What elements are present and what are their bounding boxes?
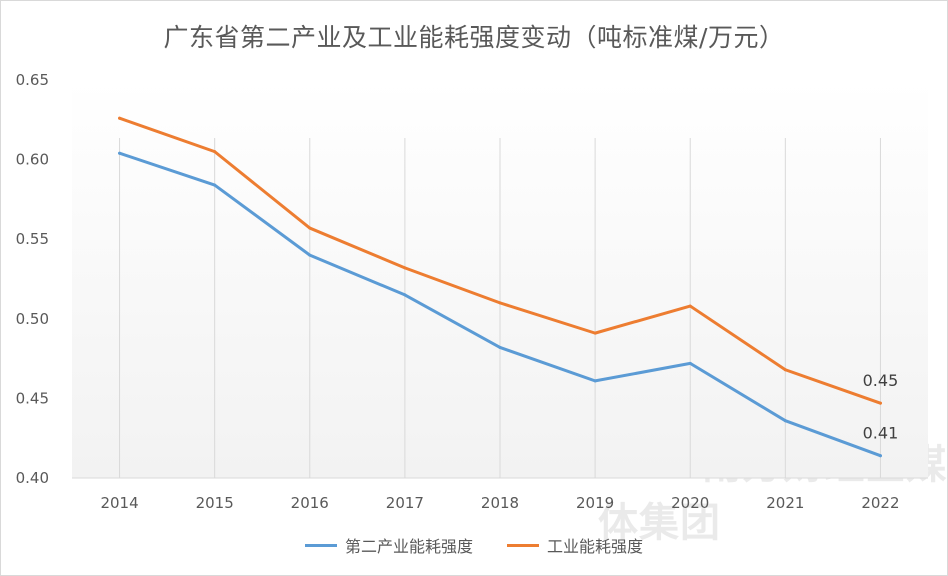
data-point-1-2017 xyxy=(403,266,407,270)
x-tick-label: 2015 xyxy=(196,494,234,512)
data-point-1-2014 xyxy=(118,116,122,120)
legend-item-secondary-industry: 第二产业能耗强度 xyxy=(304,533,473,557)
x-tick-label: 2018 xyxy=(481,494,519,512)
data-label-1: 0.45 xyxy=(863,371,899,390)
legend-swatch-secondary xyxy=(304,543,337,547)
data-point-0-2022 xyxy=(878,454,882,458)
chart-title: 广东省第二产业及工业能耗强度变动（吨标准煤/万元） xyxy=(163,23,785,52)
data-point-0-2021 xyxy=(783,419,787,423)
legend-item-industry: 工业能耗强度 xyxy=(507,533,643,557)
legend-label-secondary: 第二产业能耗强度 xyxy=(344,537,473,556)
legend: 第二产业能耗强度 工业能耗强度 xyxy=(0,533,948,557)
y-tick-label: 0.40 xyxy=(16,469,49,487)
data-point-1-2021 xyxy=(783,368,787,372)
data-point-1-2015 xyxy=(213,150,217,154)
x-tick-label: 2014 xyxy=(100,494,138,512)
y-tick-label: 0.65 xyxy=(16,71,49,89)
data-point-1-2019 xyxy=(593,331,597,335)
x-tick-label: 2021 xyxy=(766,494,804,512)
data-point-0-2020 xyxy=(688,361,692,365)
data-point-1-2016 xyxy=(308,226,312,230)
data-point-1-2022 xyxy=(878,401,882,405)
data-point-1-2018 xyxy=(498,301,502,305)
data-point-0-2015 xyxy=(213,183,217,187)
legend-label-industry: 工业能耗强度 xyxy=(547,537,644,556)
data-label-0: 0.41 xyxy=(863,424,899,443)
x-tick-label: 2016 xyxy=(291,494,329,512)
data-point-0-2019 xyxy=(593,379,597,383)
x-tick-label: 2022 xyxy=(861,494,899,512)
data-point-1-2020 xyxy=(688,304,692,308)
data-point-0-2018 xyxy=(498,345,502,349)
y-tick-label: 0.60 xyxy=(16,151,49,169)
y-tick-label: 0.45 xyxy=(16,389,49,407)
data-point-0-2014 xyxy=(118,151,122,155)
data-point-0-2016 xyxy=(308,253,312,257)
x-tick-label: 2020 xyxy=(671,494,709,512)
legend-swatch-industry xyxy=(507,543,539,547)
data-point-0-2017 xyxy=(403,293,407,297)
x-tick-label: 2019 xyxy=(576,494,614,512)
x-tick-label: 2017 xyxy=(386,494,424,512)
y-tick-label: 0.50 xyxy=(16,310,49,328)
y-tick-label: 0.55 xyxy=(16,230,49,248)
